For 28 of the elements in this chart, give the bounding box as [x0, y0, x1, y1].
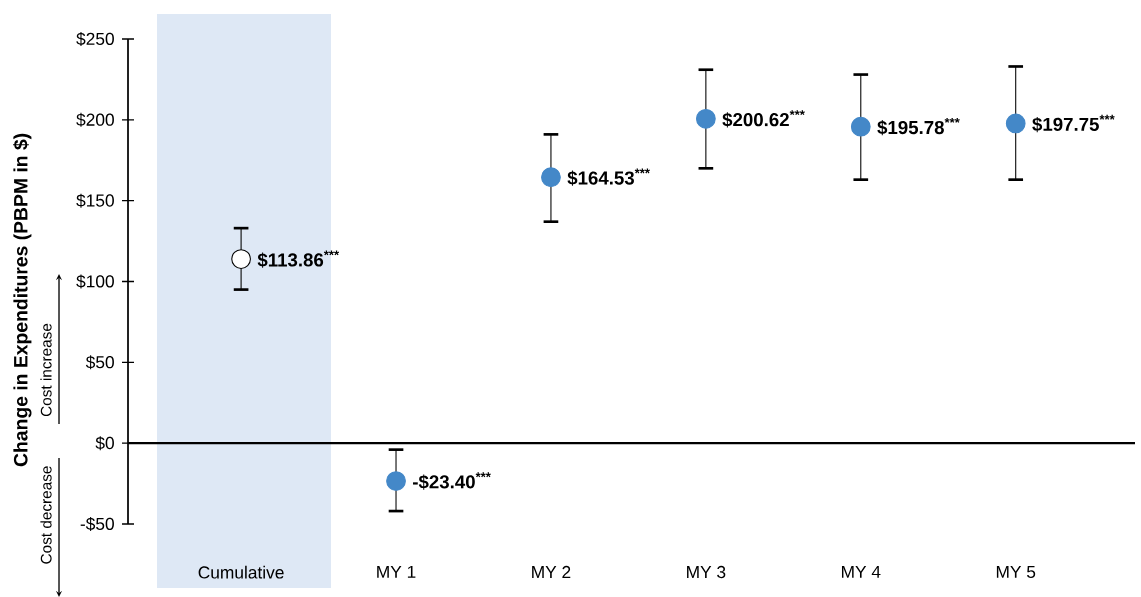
- x-tick-label: MY 2: [532, 565, 571, 578]
- x-tick-label: MY 3: [687, 565, 726, 579]
- y-tick-label: $150: [76, 193, 114, 208]
- data-label: $200.62$^{***}$: [722, 110, 805, 128]
- text: Cost increase: [40, 323, 52, 417]
- x-tick-label: MY 4: [841, 565, 881, 578]
- point: [541, 167, 561, 188]
- point: [386, 471, 406, 491]
- point: [1005, 113, 1026, 134]
- y-axis-title: Change in Expenditures (PBPM in $): [13, 133, 32, 467]
- y-tick-label: $200: [76, 112, 114, 127]
- point: [850, 116, 871, 137]
- point: [231, 249, 251, 269]
- y-tick-label: -$50: [80, 516, 114, 532]
- data-label: $113.86$^{***}$: [257, 250, 340, 268]
- data-label: $197.75$^{***}$: [1032, 114, 1115, 133]
- x-tick-label: MY 5: [996, 565, 1036, 578]
- y-tick-label: $100: [76, 274, 114, 289]
- point: [696, 108, 716, 129]
- data-label: -$23.40$^{***}$: [413, 472, 491, 490]
- y-tick-label: $250: [76, 31, 114, 47]
- data-label: $164.53$^{***}$: [567, 168, 650, 186]
- x-tick-label: MY 1: [377, 565, 416, 578]
- x-tick-label: Cumulative: [198, 565, 284, 579]
- data-label: $195.78$^{***}$: [877, 117, 960, 136]
- text: Cost decrease: [40, 466, 52, 564]
- y-tick-label: $0: [95, 436, 114, 451]
- y-tick-label: $50: [85, 355, 114, 370]
